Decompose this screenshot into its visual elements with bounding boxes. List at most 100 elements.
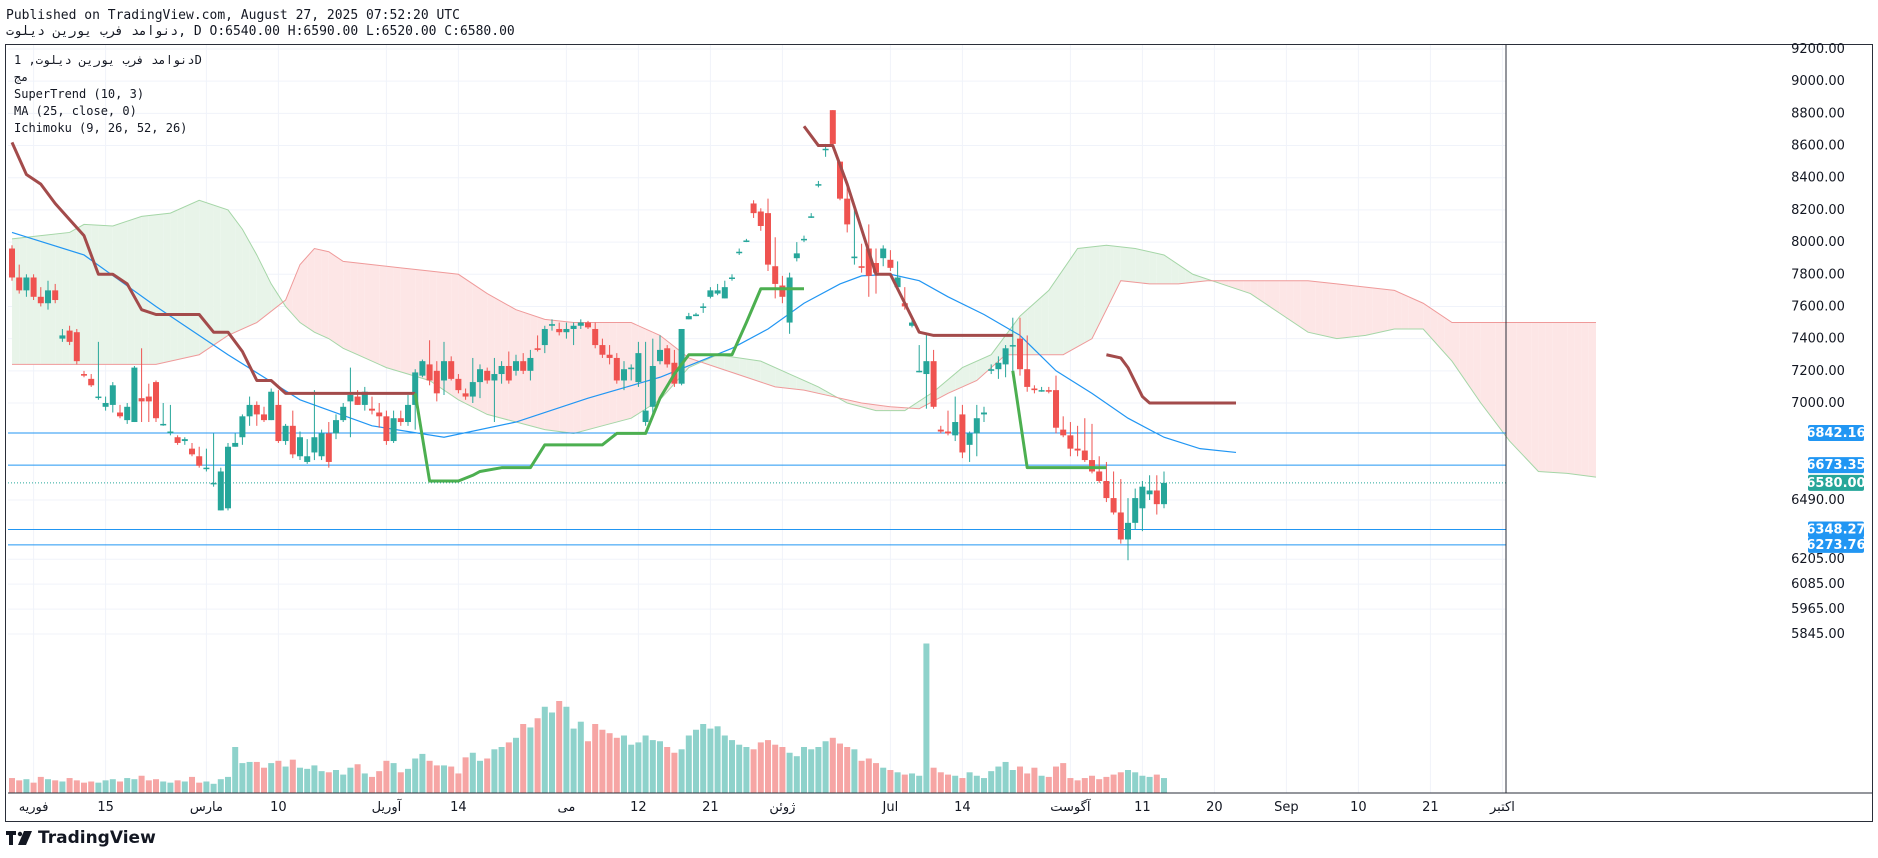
legend-line: SuperTrend (10, 3): [14, 87, 144, 101]
volume-bar: [153, 779, 159, 793]
volume-bar: [966, 772, 973, 793]
ichimoku-cloud-segment: [120, 221, 128, 365]
candle-body: [887, 259, 894, 268]
candle-body: [599, 345, 606, 355]
candle-body: [498, 365, 505, 375]
candle-body: [923, 361, 930, 375]
ichimoku-cloud-segment: [876, 404, 884, 411]
ichimoku-cloud-segment: [256, 254, 264, 323]
candle-body: [815, 184, 822, 186]
volume-bar: [196, 782, 203, 793]
volume-bar: [772, 744, 779, 793]
price-tick-label: 6085.00: [1791, 577, 1845, 592]
ichimoku-cloud-segment: [782, 370, 790, 389]
ichimoku-cloud-segment: [1372, 287, 1380, 334]
candle-body: [995, 362, 1002, 370]
candle-body: [325, 433, 332, 462]
volume-bar: [1103, 776, 1110, 793]
ichimoku-cloud-segment: [631, 322, 639, 419]
volume-bar: [354, 764, 361, 793]
ichimoku-cloud-segment: [242, 229, 250, 329]
ichimoku-cloud-segment: [141, 215, 149, 365]
ichimoku-cloud-segment: [364, 263, 372, 362]
candle-body: [189, 448, 195, 455]
ichimoku-cloud-segment: [300, 256, 308, 328]
candle-body: [1031, 388, 1038, 391]
candle-body: [405, 404, 411, 423]
ichimoku-cloud-segment: [1401, 293, 1409, 329]
ichimoku-cloud-segment: [523, 312, 531, 426]
candle-body: [837, 161, 843, 199]
ichimoku-cloud-segment: [818, 386, 826, 395]
supertrend-down: [1106, 353, 1236, 405]
ichimoku-cloud-segment: [184, 203, 192, 358]
ichimoku-cloud-segment: [739, 357, 747, 378]
price-level-badge: [1808, 521, 1864, 538]
price-level-label: 6673.35: [1806, 458, 1865, 473]
volume-bar: [1074, 780, 1081, 793]
candle-body: [649, 365, 656, 407]
volume-bar: [743, 747, 750, 793]
ichimoku-cloud-segment: [1531, 322, 1539, 472]
candle-body: [577, 322, 584, 326]
supertrend-up: [1011, 370, 1107, 470]
volume-bar: [793, 756, 800, 793]
chart-frame[interactable]: [5, 44, 1873, 822]
candle-body: [239, 416, 246, 438]
time-tick-label: 11: [1134, 800, 1151, 815]
time-tick-label: 10: [1350, 800, 1367, 815]
ichimoku-cloud-segment: [148, 214, 156, 365]
candle-body: [930, 361, 937, 407]
ichimoku-cloud-segment: [1243, 280, 1251, 294]
volume-bar: [1132, 772, 1139, 793]
ichimoku-cloud-segment: [321, 250, 329, 339]
ichimoku-cloud-segment: [1149, 251, 1157, 284]
candle-body: [340, 406, 347, 421]
volume-bar: [923, 643, 930, 793]
ichimoku-cloud-segment: [1567, 322, 1575, 475]
volume-bar: [469, 752, 476, 793]
volume-bar: [412, 758, 419, 793]
price-tick-label: 8400.00: [1791, 171, 1845, 186]
ichimoku-cloud-segment: [1308, 280, 1316, 334]
volume-bar: [808, 749, 815, 793]
candle-body: [232, 442, 239, 447]
price-level-badge: [1808, 425, 1864, 442]
ichimoku-cloud-segment: [1581, 322, 1589, 477]
ichimoku-cloud-segment: [1430, 308, 1438, 346]
ichimoku-cloud-segment: [789, 374, 797, 390]
ichimoku-cloud-segment: [1027, 303, 1035, 355]
volume-bar: [1002, 761, 1009, 793]
time-tick-label: Jul: [882, 800, 899, 815]
candle-body: [477, 369, 483, 383]
ichimoku-cloud-segment: [1099, 245, 1107, 325]
ichimoku-cloud-segment: [1221, 280, 1229, 287]
ichimoku-cloud-segment: [386, 266, 394, 370]
volume-bar: [1053, 766, 1059, 793]
price-tick-label: 7200.00: [1791, 364, 1845, 379]
volume-bar: [340, 774, 347, 793]
volume-bar: [160, 781, 167, 793]
volume-bar: [707, 728, 714, 793]
volume-bar: [671, 752, 678, 793]
candle-body: [23, 277, 30, 291]
ichimoku-cloud-segment: [724, 355, 732, 373]
candle-body: [829, 110, 836, 144]
candle-body: [909, 322, 915, 326]
candle-body: [851, 256, 858, 259]
volume-bar: [1110, 774, 1117, 793]
volume-bar: [311, 765, 318, 793]
ichimoku-cloud-segment: [192, 200, 200, 357]
candle-body: [1060, 429, 1067, 436]
candle-body: [59, 335, 66, 339]
candle-body: [988, 369, 995, 371]
volume-bar: [786, 752, 793, 793]
volume-bar: [714, 726, 721, 793]
ichimoku-cloud-segment: [1250, 280, 1258, 299]
ichimoku-cloud-segment: [1351, 285, 1359, 338]
volume-bar: [937, 772, 944, 793]
candle-body: [153, 382, 159, 419]
ichimoku-cloud-segment: [91, 224, 99, 365]
candle-body: [563, 328, 570, 333]
